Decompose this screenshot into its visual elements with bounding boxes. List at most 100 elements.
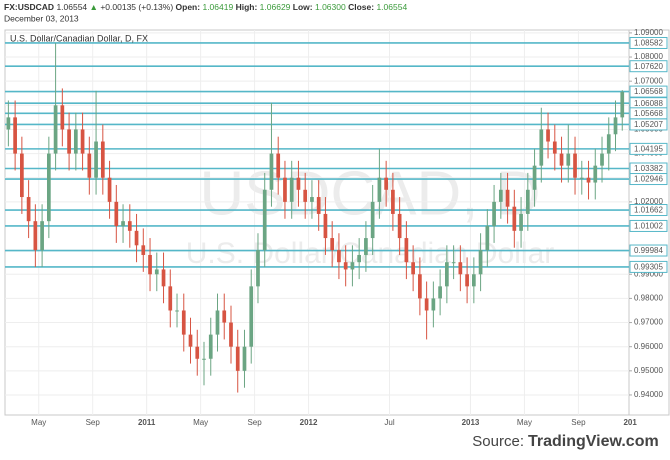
close: 1.06554 xyxy=(376,2,407,12)
candle-body xyxy=(249,286,254,347)
level-label-box xyxy=(629,219,668,232)
x-tick-label: 2013 xyxy=(462,418,480,427)
candle-body xyxy=(73,129,78,154)
x-tick-label: Sep xyxy=(247,418,262,427)
candle-body xyxy=(53,105,58,154)
high-label: High: xyxy=(236,2,258,12)
candle-body xyxy=(256,250,260,287)
y-tick-label: 0.96000 xyxy=(634,342,663,351)
candle-body xyxy=(127,221,132,231)
candle-body xyxy=(438,286,442,299)
high: 1.06629 xyxy=(260,2,291,12)
candle-body xyxy=(566,153,571,166)
candle-body xyxy=(168,286,173,311)
candle-body xyxy=(202,358,206,360)
candle-body xyxy=(283,177,287,202)
candle-body xyxy=(188,334,193,347)
candle-body xyxy=(100,141,105,178)
candle-body xyxy=(330,238,335,251)
candle-body xyxy=(323,213,328,239)
candle-body xyxy=(215,310,220,335)
candle-body xyxy=(80,129,85,154)
x-tick-label: Sep xyxy=(86,418,101,427)
level-label: 1.01002 xyxy=(634,222,663,231)
x-tick-label: May xyxy=(193,418,208,427)
candle-body xyxy=(478,250,483,275)
level-label: 1.02946 xyxy=(634,175,663,184)
level-label: 1.08582 xyxy=(634,39,663,48)
level-label: 0.99305 xyxy=(634,263,663,272)
y-tick-label: 1.07000 xyxy=(634,76,663,85)
change-pct: (+0.13%) xyxy=(138,2,173,12)
candle-body xyxy=(276,153,281,178)
candle-body xyxy=(40,221,44,251)
quote-header: FX:USDCAD 1.06554 ▲ +0.00135 (+0.13%) Op… xyxy=(4,2,407,12)
y-tick-label: 0.98000 xyxy=(634,294,663,303)
candle-body xyxy=(471,274,476,287)
level-label-box xyxy=(629,173,668,186)
level-label: 1.07620 xyxy=(634,62,663,71)
x-tick-label: 2014 xyxy=(623,418,641,427)
x-tick-label: 2011 xyxy=(138,418,156,427)
candle-body xyxy=(242,346,247,371)
candle-body xyxy=(229,322,233,347)
x-axis: May Sep 2011 May Sep 2012 Jul 2013 May Sep 2014 xyxy=(31,418,641,427)
level-label-box xyxy=(629,244,668,257)
candle-body xyxy=(6,117,11,130)
candle-body xyxy=(485,226,490,251)
y-tick-label: 0.97000 xyxy=(634,318,663,327)
candle-body xyxy=(492,201,496,226)
candle-body xyxy=(296,177,301,190)
candle-body xyxy=(343,262,348,270)
candle-body xyxy=(458,262,463,275)
candle-body xyxy=(235,346,240,371)
candle-body xyxy=(370,201,375,239)
candle-body xyxy=(87,153,92,178)
low: 1.06300 xyxy=(315,2,346,12)
candle-body xyxy=(593,165,598,183)
source-name: TradingView.com xyxy=(528,433,659,450)
candle-body xyxy=(384,177,389,190)
candle-body xyxy=(519,213,523,231)
close-label: Close: xyxy=(348,2,374,12)
candle-body xyxy=(505,189,510,207)
candle-body xyxy=(606,134,611,154)
level-label-box xyxy=(629,60,668,73)
candle-body xyxy=(26,197,31,222)
candle-body xyxy=(303,189,308,202)
candle-body xyxy=(208,334,213,359)
candle-body xyxy=(337,250,341,263)
level-label-box xyxy=(629,204,668,217)
candle-body xyxy=(377,177,382,202)
candle-body xyxy=(411,262,415,275)
candle-body xyxy=(148,254,152,275)
candle-body xyxy=(269,153,274,190)
plot-frame xyxy=(4,29,670,416)
candle-body xyxy=(364,238,368,255)
candle-body xyxy=(20,153,24,198)
x-tick-label: Jul xyxy=(384,418,394,427)
candle-body xyxy=(161,269,166,287)
level-label: 1.05668 xyxy=(634,109,663,118)
candle-body xyxy=(134,230,139,246)
y-tick-label: 1.02000 xyxy=(634,197,663,206)
date: December 03, 2013 xyxy=(4,13,79,23)
level-label-box xyxy=(629,85,668,98)
candle-body xyxy=(67,129,71,154)
source-prefix: Source: xyxy=(472,433,524,450)
last: 1.06554 xyxy=(56,2,87,12)
candle-body xyxy=(94,141,98,178)
level-label-box xyxy=(629,36,668,49)
candle-body xyxy=(33,221,38,251)
change: +0.00135 xyxy=(100,2,136,12)
candle-body xyxy=(316,197,321,214)
candle-body xyxy=(175,310,179,312)
level-label: 1.06088 xyxy=(634,99,663,108)
level-label-box xyxy=(629,118,668,131)
open: 1.06419 xyxy=(202,2,233,12)
candle-body xyxy=(552,141,557,154)
candle-body xyxy=(512,206,517,231)
